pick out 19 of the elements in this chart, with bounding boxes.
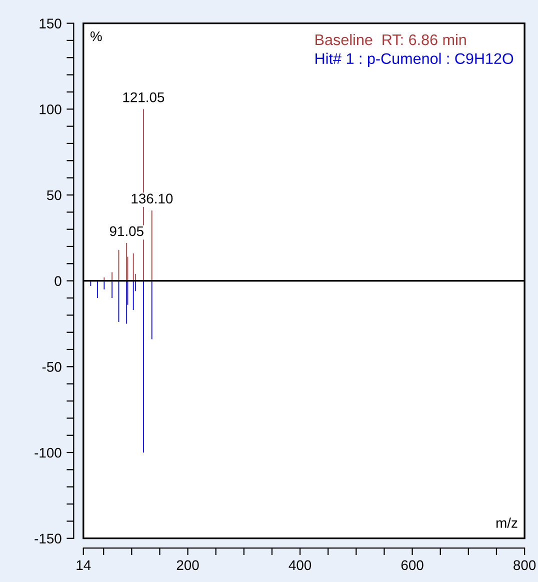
x-axis-title: m/z — [496, 518, 518, 528]
y-tick-label: 0 — [54, 276, 62, 286]
annotation: 136.10 — [132, 194, 173, 204]
x-tick-label: 600 — [401, 560, 424, 570]
y-tick-label: 50 — [46, 190, 62, 200]
y-tick-label: 150 — [40, 18, 62, 28]
x-tick-label: 200 — [176, 560, 199, 570]
text: Hit# 1 : p-Cumenol : C9H12O — [316, 52, 514, 68]
x-tick-label: 800 — [514, 560, 536, 570]
y-axis-title: % — [90, 31, 102, 42]
y-tick-label: -50 — [42, 362, 62, 372]
x-tick-label: 400 — [288, 560, 312, 570]
text: Baseline RT: 6.86 min — [316, 34, 466, 46]
y-tick-label: -150 — [34, 534, 62, 544]
y-tick-label: -100 — [34, 448, 62, 458]
x-tick-label: 14 — [76, 560, 91, 570]
annotation: 91.05 — [110, 226, 144, 236]
y-tick-label: 100 — [40, 104, 62, 114]
annotation: 121.05 — [123, 92, 164, 102]
